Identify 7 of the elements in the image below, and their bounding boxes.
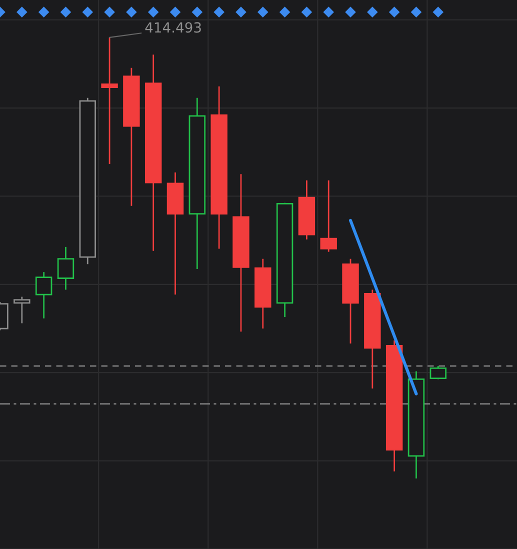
- candlestick: [57, 246, 74, 290]
- candlestick: [35, 271, 52, 320]
- candlestick: [320, 180, 337, 252]
- candlestick: [14, 296, 30, 324]
- text: 414.493: [145, 22, 201, 33]
- candlestick: [430, 365, 446, 380]
- candlestick: [101, 36, 118, 165]
